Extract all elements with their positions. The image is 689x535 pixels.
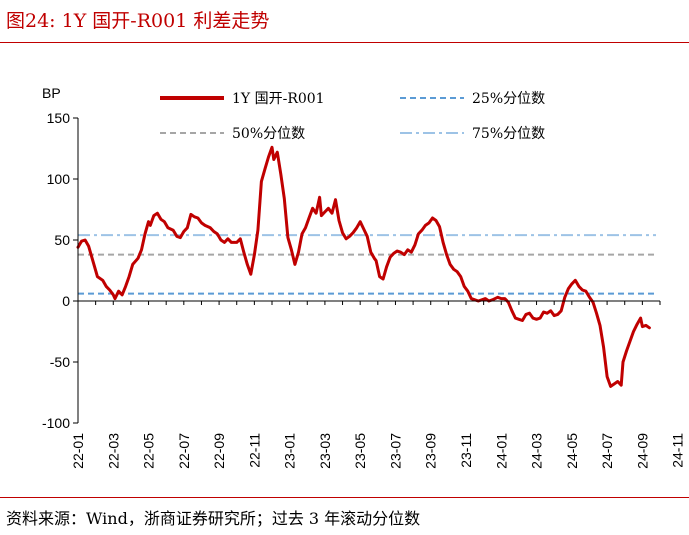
x-tick-label: 24-05 <box>564 433 580 469</box>
source-rule <box>0 497 689 498</box>
legend: 1Y 国开-R001 25%分位数 50%分位数 75%分位数 <box>160 91 545 142</box>
legend-label: 75%分位数 <box>472 126 545 142</box>
x-tick-label: 23-11 <box>458 433 474 468</box>
x-tick-label: 23-01 <box>282 433 298 469</box>
x-tick-label: 22-03 <box>105 433 121 469</box>
y-tick-label: 150 <box>47 110 71 126</box>
x-tick-label: 23-09 <box>423 433 439 469</box>
x-tick-label: 24-01 <box>493 433 509 469</box>
y-axis-title: BP <box>42 85 61 101</box>
x-tick-label: 23-07 <box>387 433 403 469</box>
x-tick-label: 24-07 <box>599 433 615 469</box>
spread-line <box>76 145 651 388</box>
figure-title: 图24: 1Y 国开-R001 利差走势 <box>6 10 270 32</box>
legend-label: 1Y 国开-R001 <box>232 91 325 107</box>
source-note: 资料来源：Wind，浙商证券研究所；过去 3 年滚动分位数 <box>6 509 421 528</box>
main-series <box>76 145 651 388</box>
y-tick-label: 50 <box>54 232 70 248</box>
x-tick-label: 22-07 <box>176 433 192 469</box>
y-tick-label: 0 <box>62 293 70 309</box>
x-tick-label: 23-05 <box>352 433 368 469</box>
x-tick-label: 22-11 <box>246 433 262 468</box>
x-tick-label: 22-05 <box>141 433 157 469</box>
x-tick-label: 22-09 <box>211 433 227 469</box>
x-tick-label: 24-11 <box>670 433 686 468</box>
title-rule <box>0 42 689 43</box>
legend-label: 25%分位数 <box>472 91 545 107</box>
axes: -100 -50 0 50 100 150 BP 22-01 22-03 22-05 22-07 22… <box>42 85 686 469</box>
reference-lines <box>78 234 656 295</box>
y-tick-label: 100 <box>47 171 71 187</box>
x-tick-label: 24-09 <box>634 433 650 469</box>
y-tick-label: -50 <box>50 354 70 370</box>
legend-label: 50%分位数 <box>232 126 305 142</box>
x-tick-label: 24-03 <box>529 433 545 469</box>
x-tick-label: 23-03 <box>317 433 333 469</box>
y-tick-label: -100 <box>42 415 70 431</box>
x-tick-label: 22-01 <box>70 433 86 469</box>
